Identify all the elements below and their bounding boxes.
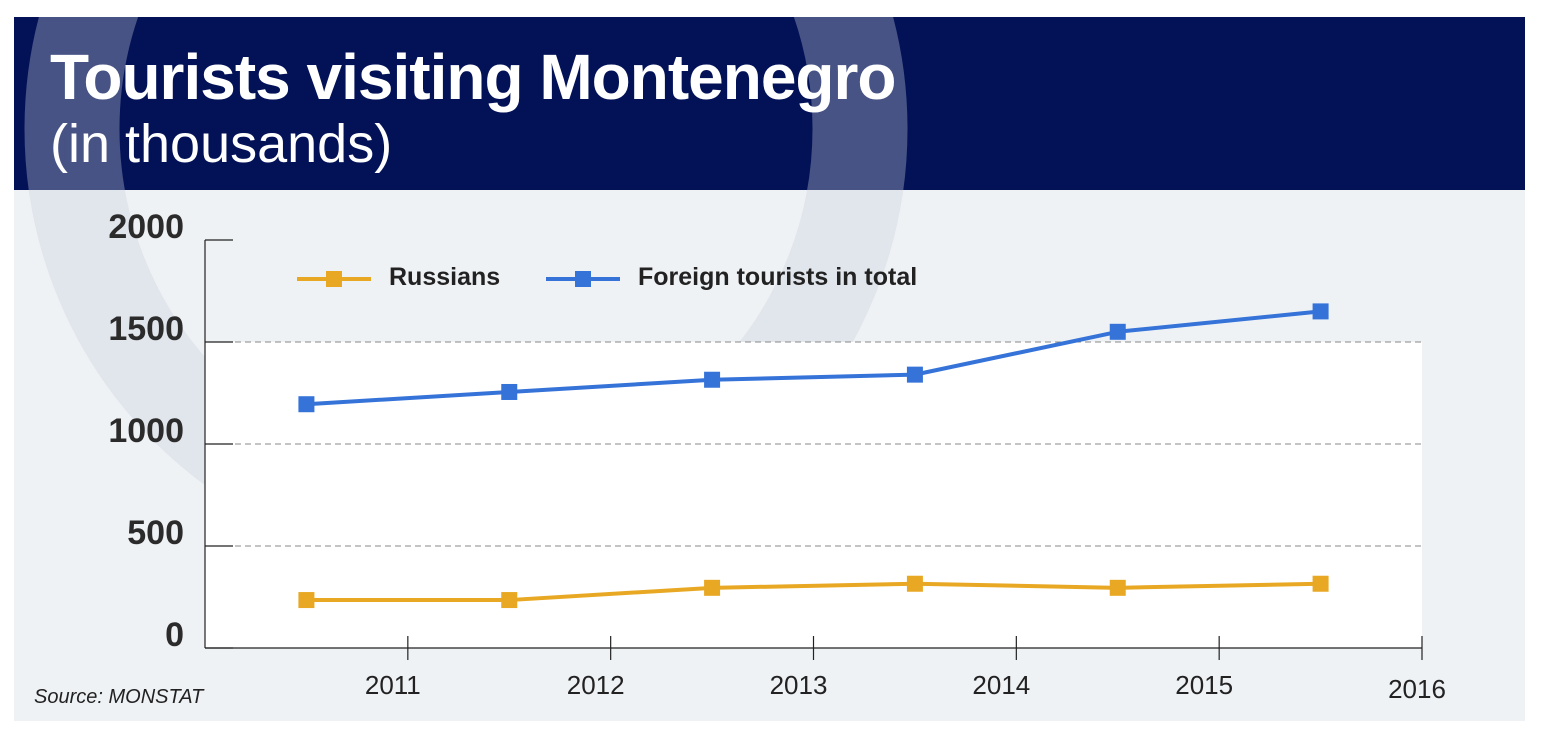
y-tick-label: 1500: [108, 310, 184, 348]
data-point-1-5: [1312, 303, 1329, 320]
data-point-0-3: [906, 575, 923, 592]
data-point-1-1: [501, 383, 518, 400]
legend-label: Russians: [389, 263, 500, 291]
series-line-0: [306, 581, 1321, 603]
x-tick-label: 2015: [1175, 670, 1233, 700]
data-point-1-4: [1109, 323, 1126, 340]
legend-marker-0: [326, 271, 342, 287]
x-tick-label: 2011: [365, 670, 421, 700]
data-point-0-5: [1312, 575, 1329, 592]
y-tick-label: 500: [127, 514, 184, 552]
data-point-0-0: [298, 592, 315, 609]
data-point-1-2: [704, 371, 721, 388]
data-point-0-2: [704, 579, 721, 596]
y-tick-label: 2000: [108, 208, 184, 246]
x-tick-label: 2012: [567, 670, 625, 700]
line-chart: 0 500 1000 1500 2000 2011 2012 2013 2014 2015 2016…: [108, 208, 1446, 704]
plot-band: [205, 342, 1422, 648]
x-tick-label: 2014: [972, 670, 1030, 700]
y-tick-label: 0: [165, 616, 184, 654]
x-tick-label: 2013: [770, 670, 828, 700]
data-point-0-1: [501, 592, 518, 609]
data-point-1-0: [298, 396, 315, 413]
data-point-1-3: [906, 366, 923, 383]
data-point-0-4: [1109, 579, 1126, 596]
series-line-1: [306, 309, 1321, 407]
header-banner: [14, 17, 1525, 190]
chart-subtitle: (in thousands): [50, 114, 393, 174]
chart-title: Tourists visiting Montenegro: [50, 41, 896, 113]
legend-marker-1: [575, 271, 591, 287]
legend-label: Foreign tourists in total: [638, 263, 917, 291]
source-note: Source: MONSTAT: [34, 686, 204, 708]
chart-card: Tourists visiting Montenegro (in thousan…: [14, 17, 1525, 721]
y-tick-label: 1000: [108, 412, 184, 450]
x-tick-label: 2016: [1388, 674, 1446, 704]
